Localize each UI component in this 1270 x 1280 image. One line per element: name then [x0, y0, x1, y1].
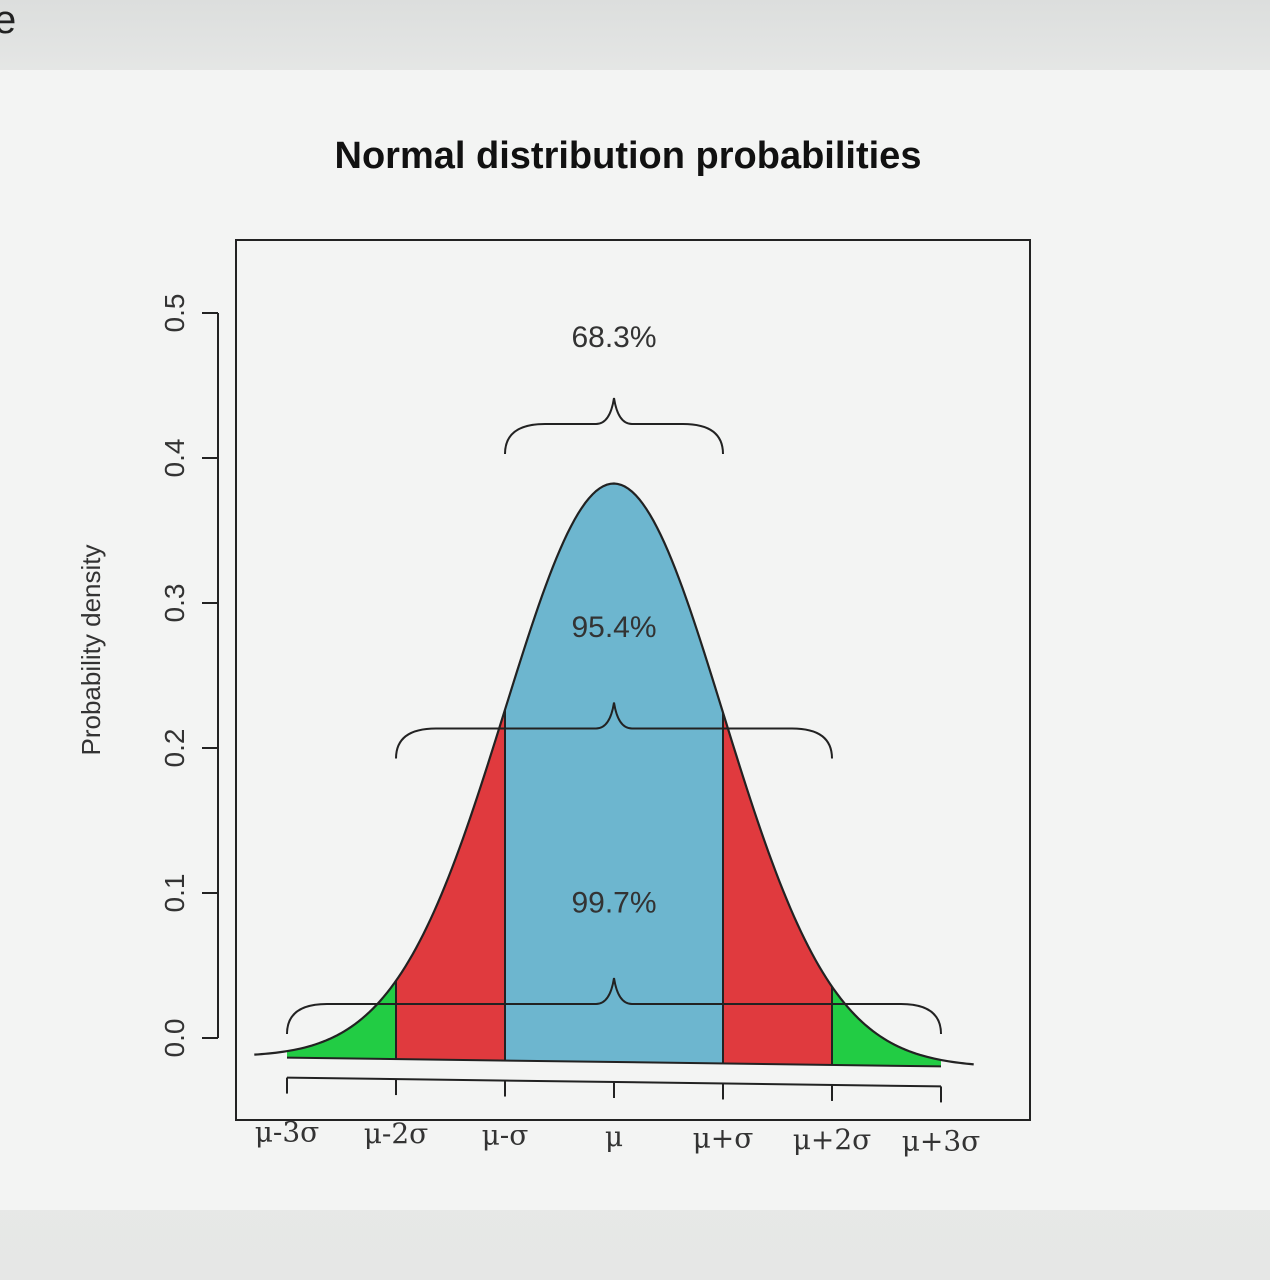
brace-2: [286, 977, 942, 1035]
y-tick-label-1: 0.1: [159, 874, 190, 913]
y-tick-label-3: 0.3: [159, 584, 190, 623]
percent-label-0: 68.3%: [571, 321, 656, 354]
y-axis: 0.0 0.1 0.2 0.3 0.4 0.5: [159, 294, 219, 1058]
x-tick-label-5: μ+2σ: [793, 1123, 872, 1156]
x-tick-label-4: μ+σ: [693, 1121, 754, 1154]
plot-frame: [235, 239, 1031, 1121]
region-2: [505, 483, 723, 1064]
region-4: [832, 986, 941, 1067]
brace-0: [504, 397, 724, 455]
percent-label-1: 95.4%: [571, 611, 656, 644]
x-tick-label-0: μ-3σ: [255, 1116, 320, 1149]
x-tick-label-6: μ+3σ: [902, 1124, 981, 1157]
percent-label-2: 99.7%: [571, 887, 656, 920]
braces-layer: 68.3% 95.4% 99.7%: [286, 321, 942, 1035]
x-axis: μ-3σ μ-2σ μ-σ μ μ+σ μ+2σ μ+3σ: [255, 1076, 981, 1157]
chart-title: Normal distribution probabilities: [335, 135, 922, 177]
region-baseline: [286, 1056, 942, 1068]
y-tick-label-5: 0.5: [159, 294, 190, 333]
y-tick-label-2: 0.2: [159, 729, 190, 768]
x-tick-label-3: μ: [605, 1120, 623, 1153]
x-tick-label-2: μ-σ: [482, 1119, 529, 1152]
x-tick-label-1: μ-2σ: [364, 1117, 429, 1150]
y-tick-label-4: 0.4: [159, 439, 190, 478]
corner-glyph: e: [0, 0, 17, 42]
brace-1: [395, 702, 833, 759]
region-0: [287, 980, 396, 1060]
density-curve: [254, 482, 974, 1066]
y-tick-label-0: 0.0: [159, 1019, 190, 1058]
y-axis-label: Probability density: [76, 545, 106, 756]
